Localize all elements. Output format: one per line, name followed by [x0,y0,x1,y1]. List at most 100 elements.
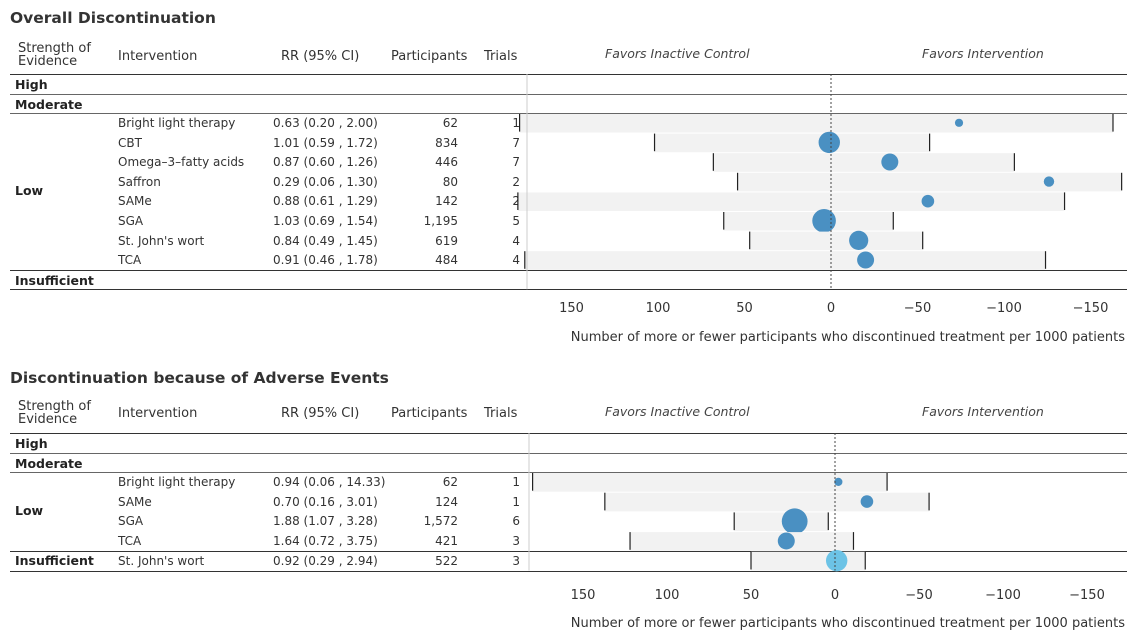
x-tick-label: 50 [736,301,753,316]
point-estimate [921,194,935,208]
trials-value: 7 [512,155,520,170]
col-header-intervention: Intervention [118,406,198,421]
intervention-label: Bright light therapy [118,475,236,489]
point-estimate [1043,176,1055,187]
point-estimate [857,251,875,269]
trials-value: 3 [512,534,520,549]
trials-value: 1 [512,475,520,489]
ci-band [737,172,1122,192]
point-estimate [825,549,848,572]
ci-band [749,231,923,251]
x-tick-label: −150 [1073,301,1109,316]
participants-value: 124 [435,494,458,509]
rr-value: 0.70 (0.16 , 3.01) [273,494,378,509]
point-estimate [881,153,899,171]
rr-value: 0.29 (0.06 , 1.30) [273,174,378,189]
ci-band [524,251,1046,270]
intervention-label: St. John's wort [118,553,205,568]
x-tick-label: −100 [986,301,1022,316]
participants-value: 142 [435,194,458,209]
trials-value: 4 [512,233,520,248]
x-tick-label: −50 [904,301,931,316]
row-divider [10,472,1127,473]
trials-value: 2 [512,174,520,189]
group-label-moderate: Moderate [15,455,83,471]
intervention-label: SGA [118,514,144,529]
row-divider [10,570,1127,572]
participants-value: 446 [435,155,458,170]
panel-title: Overall Discontinuation [10,9,216,27]
forest-plot: 150 100 50 0 −50 −100 −150 Number of more or fe… [517,74,1125,345]
rr-value: 1.88 (1.07 , 3.28) [273,514,378,529]
trials-value: 2 [512,194,520,209]
ci-band [723,212,894,231]
row-divider [10,93,1127,95]
col-header-trials: Trials [484,49,518,64]
trials-value: 4 [512,253,520,268]
x-tick-label: 100 [646,301,671,316]
x-tick-label: 50 [743,588,760,603]
col-header-rr: RR (95% CI) [281,49,360,64]
rr-value: 0.91 (0.46 , 1.78) [273,253,378,268]
point-estimate [834,477,843,486]
ci-band [604,492,930,512]
forest-panel-adverse: Discontinuation because of Adverse Event… [0,360,1127,632]
rr-value: 0.63 (0.20 , 2.00) [273,116,378,130]
col-header-trials: Trials [484,406,518,421]
point-estimate [954,118,964,127]
intervention-label: SGA [118,214,144,228]
participants-value: 62 [442,475,458,489]
x-tick-label: −150 [1069,588,1105,603]
rr-value: 0.92 (0.29 , 2.94) [273,553,378,568]
ci-band [751,551,866,571]
group-label-low: Low [15,183,44,199]
participants-value: 619 [435,233,458,248]
group-label-moderate: Moderate [15,96,83,112]
group-label-insufficient: Insufficient [15,272,94,288]
point-estimate [818,131,840,154]
intervention-label: Bright light therapy [118,116,236,130]
x-axis-label: Number of more or fewer participants who… [571,616,1125,631]
group-label-high: High [15,436,48,451]
rr-value: 1.64 (0.72 , 3.75) [273,534,378,549]
participants-value: 522 [435,553,458,568]
intervention-label: St. John's wort [118,233,205,248]
row-divider [10,550,1127,552]
rr-value: 1.01 (0.59 , 1.72) [273,135,378,150]
col-header-participants: Participants [391,406,468,421]
trials-value: 6 [512,514,520,529]
trials-value: 1 [512,116,520,130]
row-divider [10,113,1127,114]
participants-value: 80 [442,174,458,189]
row-divider [10,74,1127,75]
col-header-intervention: Intervention [118,49,198,64]
rr-value: 0.88 (0.61 , 1.29) [273,194,378,209]
ci-band [519,114,1113,133]
participants-value: 834 [435,135,458,150]
x-tick-label: 0 [827,301,835,316]
panel-title: Discontinuation because of Adverse Event… [10,369,389,387]
intervention-label: CBT [118,135,142,150]
participants-value: 421 [435,534,458,549]
ci-band [630,532,854,551]
intervention-label: Saffron [118,174,161,189]
col-header-participants: Participants [391,49,468,64]
x-axis-label: Number of more or fewer participants who… [571,330,1125,345]
x-tick-label: 150 [559,301,584,316]
intervention-label: SAMe [118,194,152,209]
rr-value: 0.87 (0.60 , 1.26) [273,155,378,170]
favors-right-label: Favors Intervention [922,46,1044,61]
x-tick-label: 0 [831,588,839,603]
trials-value: 3 [512,553,520,568]
group-label-low: Low [15,503,44,519]
participants-value: 62 [442,116,458,130]
rr-value: 0.94 (0.06 , 14.33) [273,475,386,489]
row-divider [10,289,1127,291]
trials-value: 1 [512,494,520,509]
group-label-high: High [15,77,48,92]
favors-left-label: Favors Inactive Control [605,46,750,61]
x-tick-label: 150 [571,588,596,603]
ci-band [532,473,888,492]
trials-value: 7 [512,135,520,150]
intervention-label: TCA [118,253,142,268]
